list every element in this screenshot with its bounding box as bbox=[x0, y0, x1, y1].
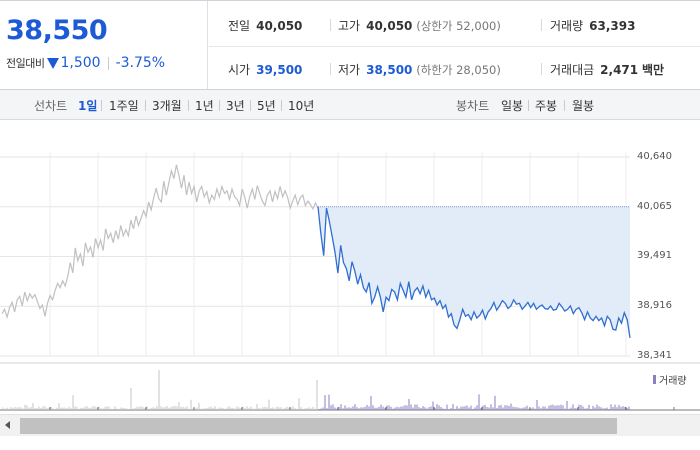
down-triangle-icon bbox=[47, 57, 60, 69]
price-summary: 38,550 전일대비 1,500 -3.75% bbox=[0, 1, 208, 89]
change-amount: 1,500 bbox=[60, 55, 101, 71]
price-change: 전일대비 1,500 -3.75% bbox=[6, 55, 165, 71]
stat-volume: 거래량 63,393 bbox=[550, 17, 635, 34]
stat-label: 고가 bbox=[338, 19, 361, 33]
stat-value: 40,050 bbox=[366, 19, 413, 33]
divider bbox=[101, 100, 102, 111]
period-3y[interactable]: 3년 bbox=[226, 99, 245, 113]
scrollbar-thumb[interactable] bbox=[20, 418, 617, 434]
stat-value: 39,500 bbox=[256, 63, 303, 77]
stat-prev-close: 전일 40,050 bbox=[228, 17, 302, 34]
stat-label: 시가 bbox=[228, 63, 251, 77]
intraday-chart: 40,640 40,065 39,491 38,916 38,341 거래량 bbox=[0, 120, 700, 420]
period-1w[interactable]: 1주일 bbox=[109, 99, 139, 113]
period-1d[interactable]: 1일 bbox=[78, 99, 98, 113]
y-tick-label: 39,491 bbox=[637, 250, 672, 261]
period-daily[interactable]: 일봉 bbox=[501, 99, 524, 113]
y-tick-label: 40,640 bbox=[637, 151, 672, 162]
current-price: 38,550 bbox=[6, 15, 108, 46]
volume-legend: 거래량 bbox=[653, 372, 687, 387]
stat-value: 40,050 bbox=[256, 19, 303, 33]
stat-unit: 백만 bbox=[641, 63, 665, 77]
divider bbox=[541, 63, 542, 75]
today-price-line bbox=[317, 206, 631, 338]
divider bbox=[107, 56, 109, 70]
line-chart-label: 선차트 bbox=[34, 99, 68, 113]
candle-chart-label: 봉차트 bbox=[456, 99, 490, 113]
period-monthly[interactable]: 월봉 bbox=[572, 99, 595, 113]
stat-low: 저가 38,500 (하한가 28,050) bbox=[338, 61, 501, 78]
y-tick-label: 38,916 bbox=[637, 300, 672, 311]
scroll-left-arrow-icon[interactable] bbox=[5, 421, 10, 429]
y-tick-label: 40,065 bbox=[637, 201, 672, 212]
divider bbox=[564, 100, 565, 111]
period-10y[interactable]: 10년 bbox=[288, 99, 315, 113]
period-3m[interactable]: 3개월 bbox=[152, 99, 182, 113]
divider bbox=[145, 100, 146, 111]
stat-label: 거래량 bbox=[550, 19, 584, 33]
lower-limit: (하한가 28,050) bbox=[416, 63, 501, 77]
divider bbox=[188, 100, 189, 111]
volume-legend-label: 거래량 bbox=[659, 376, 687, 387]
stat-value: 63,393 bbox=[589, 19, 636, 33]
period-1y[interactable]: 1년 bbox=[195, 99, 214, 113]
divider bbox=[250, 100, 251, 111]
y-tick-label: 38,341 bbox=[637, 350, 672, 361]
stat-label: 전일 bbox=[228, 19, 251, 33]
quote-header: 38,550 전일대비 1,500 -3.75% 전일 40,050 고가 40,0… bbox=[0, 0, 700, 90]
stat-label: 저가 bbox=[338, 63, 361, 77]
stat-high: 고가 40,050 (상한가 52,000) bbox=[338, 17, 501, 34]
today-area-fill bbox=[318, 206, 630, 338]
period-weekly[interactable]: 주봉 bbox=[535, 99, 558, 113]
divider bbox=[528, 100, 529, 111]
stat-trade-value: 거래대금 2,471 백만 bbox=[550, 61, 664, 78]
change-percent: -3.75% bbox=[115, 55, 166, 71]
divider bbox=[541, 19, 542, 31]
divider bbox=[219, 100, 220, 111]
stat-value: 2,471 bbox=[600, 63, 639, 77]
change-label: 전일대비 bbox=[6, 57, 45, 70]
divider bbox=[209, 46, 700, 47]
period-5y[interactable]: 5년 bbox=[257, 99, 276, 113]
stat-label: 거래대금 bbox=[550, 63, 595, 77]
upper-limit: (상한가 52,000) bbox=[416, 19, 501, 33]
previous-day-line bbox=[1, 164, 319, 320]
divider bbox=[330, 63, 331, 75]
price-chart-svg bbox=[0, 152, 700, 411]
stat-open: 시가 39,500 bbox=[228, 61, 302, 78]
divider bbox=[281, 100, 282, 111]
divider bbox=[330, 19, 331, 31]
chart-scrollbar[interactable] bbox=[0, 414, 700, 436]
stat-value: 38,500 bbox=[366, 63, 413, 77]
period-toolbar: 선차트 1일 1주일 3개월 1년 3년 5년 10년 봉차트 일봉 주봉 월봉 bbox=[0, 90, 700, 120]
volume-swatch bbox=[653, 375, 656, 384]
